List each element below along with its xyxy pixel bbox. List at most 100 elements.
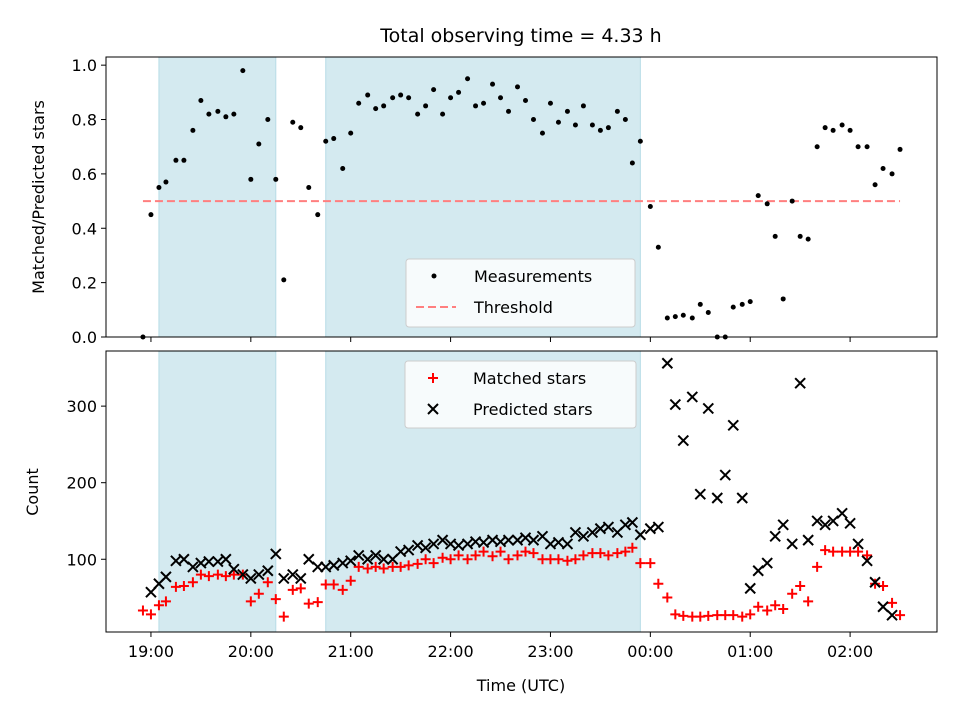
predicted-star-point	[652, 521, 665, 533]
legend-matched-marker	[428, 373, 438, 383]
legend-label: Predicted stars	[473, 400, 593, 419]
predicted-star-point	[602, 521, 615, 533]
measurement-point	[331, 136, 337, 142]
matched-star-point	[270, 594, 281, 605]
predicted-star-point	[719, 469, 731, 481]
measurement-point	[614, 108, 620, 114]
measurement-point	[629, 160, 635, 166]
measurement-point	[406, 95, 412, 101]
matched-star-point	[337, 584, 348, 595]
legend-box	[405, 258, 636, 328]
predicted-star-point	[561, 538, 574, 550]
matched-star-point	[670, 609, 681, 620]
predicted-star-point	[869, 576, 881, 588]
predicted-star-point	[811, 515, 823, 527]
predicted-star-point	[203, 555, 215, 568]
predicted-star-point	[419, 542, 432, 554]
measurement-point	[198, 97, 204, 103]
matched-star-point	[528, 548, 539, 559]
matched-star-point	[662, 592, 673, 603]
measurement-point	[664, 315, 670, 321]
matched-star-point	[328, 579, 339, 590]
matched-star-point	[420, 554, 431, 565]
y-tick-label: 0.8	[72, 111, 97, 130]
x-tick-label: 21:00	[328, 642, 374, 661]
legend-measurements-marker	[431, 273, 437, 279]
matched-star-point	[370, 561, 381, 572]
predicted-star-point	[212, 555, 224, 568]
measurement-point	[539, 130, 545, 136]
matched-star-point	[737, 611, 748, 622]
predicted-star-point	[270, 548, 282, 560]
chart-title: Total observing time = 4.33 h	[379, 25, 661, 47]
shaded-interval-1	[158, 350, 277, 633]
predicted-star-point	[436, 534, 449, 546]
measurement-point	[256, 141, 262, 147]
predicted-star-point	[160, 571, 172, 583]
measurement-point	[240, 68, 246, 74]
matched-star-point	[287, 584, 298, 595]
x-axis-label: Time (UTC)	[476, 676, 565, 695]
measurement-point	[390, 95, 396, 101]
shaded-interval-1	[158, 56, 277, 338]
matched-star-point	[160, 596, 171, 607]
matched-star-point	[787, 588, 798, 599]
predicted-star-point	[844, 517, 856, 529]
predicted-star-point	[220, 553, 232, 565]
measurement-point	[181, 157, 187, 163]
measurement-point	[637, 138, 643, 144]
predicted-star-point	[452, 539, 465, 552]
measurement-point	[173, 157, 179, 163]
matched-star-point	[753, 601, 764, 612]
matched-star-point	[453, 550, 464, 561]
measurement-point	[490, 81, 496, 87]
predicted-star-point	[228, 563, 240, 575]
matched-star-point	[778, 604, 789, 615]
predicted-star-point	[187, 561, 199, 573]
legend-label: Measurements	[474, 267, 592, 286]
matched-star-point	[645, 558, 656, 569]
predicted-star-point	[886, 609, 898, 621]
predicted-star-point	[802, 534, 814, 546]
matched-star-point	[678, 610, 689, 621]
matched-star-point	[520, 546, 531, 557]
matched-star-point	[212, 569, 223, 580]
top-y-axis-label: Matched/Predicted stars	[29, 100, 48, 294]
predicted-star-point	[245, 572, 257, 585]
measurement-point	[281, 277, 287, 283]
matched-star-point	[203, 571, 214, 582]
predicted-star-point	[295, 572, 307, 585]
top-legend: Measurements Threshold	[405, 258, 636, 328]
matched-star-point	[653, 578, 664, 589]
measurement-point	[163, 179, 169, 185]
matched-star-point	[220, 571, 231, 582]
predicted-star-point	[686, 391, 699, 403]
predicted-star-point	[577, 530, 590, 542]
predicted-star-point	[769, 530, 781, 542]
x-tick-label: 19:00	[128, 642, 174, 661]
matched-star-point	[603, 550, 614, 561]
measurement-point	[340, 165, 346, 171]
matched-star-point	[728, 610, 739, 621]
matched-star-point	[828, 546, 839, 557]
measurement-point	[689, 315, 695, 321]
measurement-point	[739, 301, 745, 307]
measurement-point	[231, 111, 237, 117]
measurement-point	[564, 108, 570, 114]
matched-star-point	[428, 558, 439, 569]
bottom-y-axis-label: Count	[23, 468, 42, 516]
predicted-star-point	[502, 534, 515, 546]
matched-star-point	[262, 577, 273, 588]
y-tick-label: 1.0	[72, 56, 97, 75]
matched-star-point	[395, 561, 406, 572]
measurement-point	[830, 127, 836, 133]
x-tick-label: 22:00	[428, 642, 474, 661]
predicted-star-point	[661, 357, 674, 369]
matched-star-point	[870, 578, 881, 589]
measurement-point	[423, 103, 429, 109]
matched-star-point	[820, 545, 831, 556]
predicted-star-point	[427, 538, 440, 550]
x-tick-label: 23:00	[527, 642, 573, 661]
matched-star-point	[303, 598, 314, 609]
measurement-point	[872, 182, 878, 188]
